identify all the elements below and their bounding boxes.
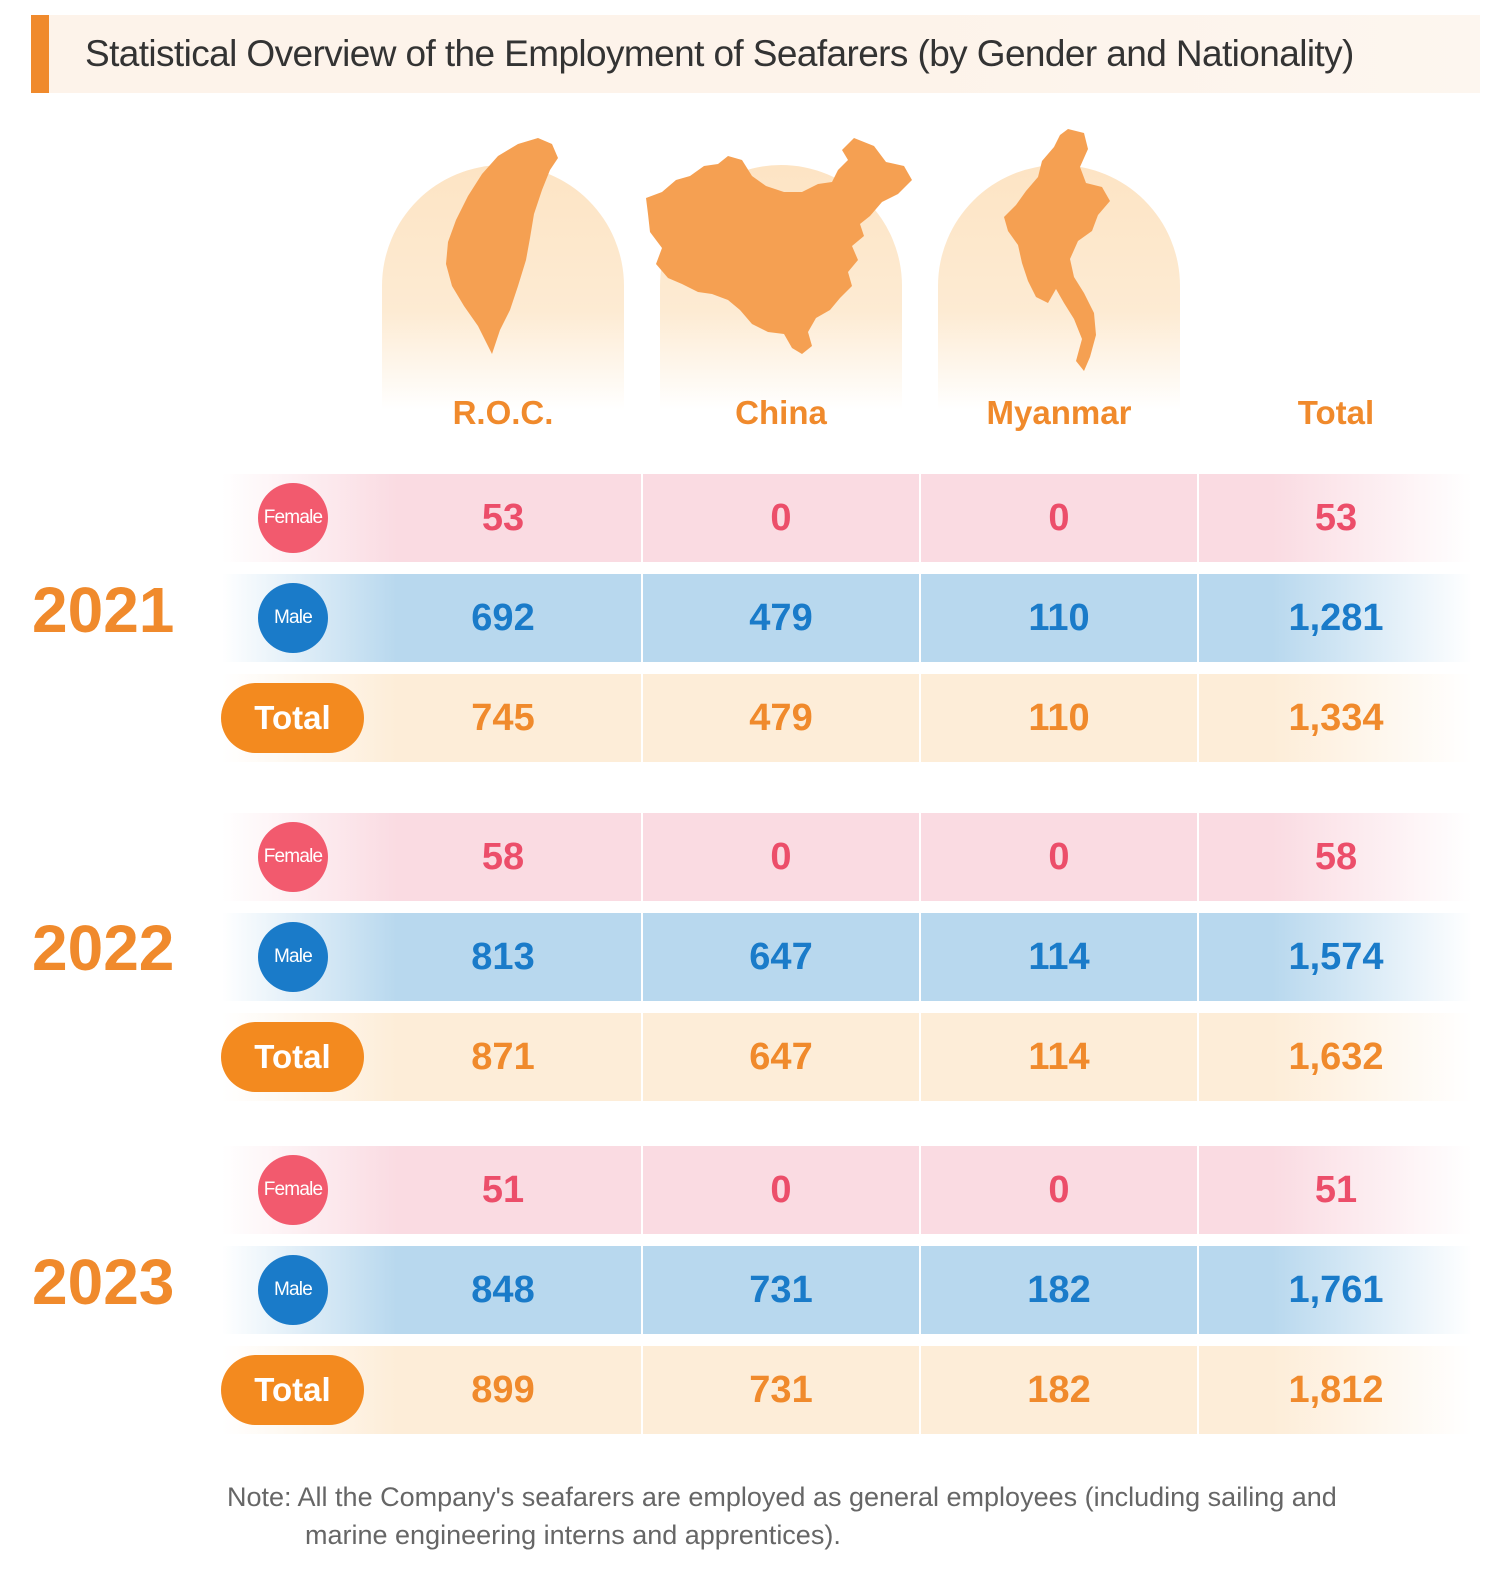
cell-roc: 692 [471,597,535,639]
male-badge: Male [258,1255,328,1325]
cell-china: 479 [749,597,813,639]
total-badge: Total [221,683,364,753]
table-row-2022-female: 58 0 0 58 [222,813,1472,901]
cell-roc: 745 [471,697,535,739]
total-badge: Total [221,1022,364,1092]
cell-total: 1,632 [1288,1036,1384,1078]
year-label-2023: 2023 [32,1246,175,1318]
table-row-2021-total: 745 479 110 1,334 [222,674,1472,762]
cell-total: 51 [1314,1169,1358,1211]
cell-myanmar: 114 [1028,936,1090,978]
cell-roc: 58 [481,836,525,878]
myanmar-map-icon [1004,129,1110,371]
cell-total: 1,574 [1288,936,1384,978]
year-label-2021: 2021 [32,574,175,646]
cell-myanmar: 182 [1027,1369,1091,1411]
cell-china: 0 [770,836,792,878]
table-row-2023-total: 899 731 182 1,812 [222,1346,1472,1434]
cell-myanmar: 182 [1027,1269,1091,1311]
table-row-2022-male: 813 647 114 1,574 [222,913,1472,1001]
cell-total: 58 [1314,836,1358,878]
cell-roc: 848 [471,1269,535,1311]
table-row-2022-total: 871 647 114 1,632 [222,1013,1472,1101]
cell-china: 647 [749,936,813,978]
table-row-2023-female: 51 0 0 51 [222,1146,1472,1234]
column-header-total: Total [1297,394,1375,431]
china-map-icon [646,138,912,354]
female-badge: Female [258,1155,328,1225]
cell-total: 1,761 [1288,1269,1384,1311]
female-badge: Female [258,483,328,553]
column-header-china: China [735,394,827,431]
year-label-2022: 2022 [32,912,175,984]
cell-total: 53 [1314,497,1358,539]
total-badge: Total [221,1355,364,1425]
cell-myanmar: 110 [1028,597,1090,639]
table-row-2021-male: 692 479 110 1,281 [222,574,1472,662]
cell-myanmar: 0 [1048,836,1070,878]
page-title: Statistical Overview of the Employment o… [85,33,1354,74]
cell-myanmar: 0 [1048,497,1070,539]
cell-myanmar: 114 [1028,1036,1090,1078]
title-bar: Statistical Overview of the Employment o… [31,15,1480,93]
cell-myanmar: 110 [1028,697,1090,739]
column-header-myanmar: Myanmar [986,394,1132,431]
cell-roc: 51 [481,1169,525,1211]
cell-total: 1,334 [1288,697,1384,739]
cell-total: 1,281 [1288,597,1384,639]
footnote-line-2: marine engineering interns and apprentic… [305,1520,841,1550]
table-row-2021-female: 53 0 0 53 [222,474,1472,562]
table-row-2023-male: 848 731 182 1,761 [222,1246,1472,1334]
cell-china: 0 [770,497,792,539]
column-header-roc: R.O.C. [452,394,554,431]
taiwan-map-icon [446,138,558,354]
cell-roc: 813 [471,936,535,978]
male-badge: Male [258,583,328,653]
cell-china: 0 [770,1169,792,1211]
cell-roc: 871 [471,1036,535,1078]
cell-china: 647 [749,1036,813,1078]
cell-roc: 899 [471,1369,535,1411]
female-badge: Female [258,822,328,892]
footnote: Note: All the Company's seafarers are em… [227,1478,1507,1554]
title-accent [31,15,49,93]
male-badge: Male [258,922,328,992]
cell-china: 731 [749,1269,813,1311]
footnote-line-1: Note: All the Company's seafarers are em… [227,1482,1337,1512]
cell-roc: 53 [481,497,525,539]
cell-myanmar: 0 [1048,1169,1070,1211]
cell-china: 731 [749,1369,813,1411]
cell-china: 479 [749,697,813,739]
cell-total: 1,812 [1288,1369,1384,1411]
